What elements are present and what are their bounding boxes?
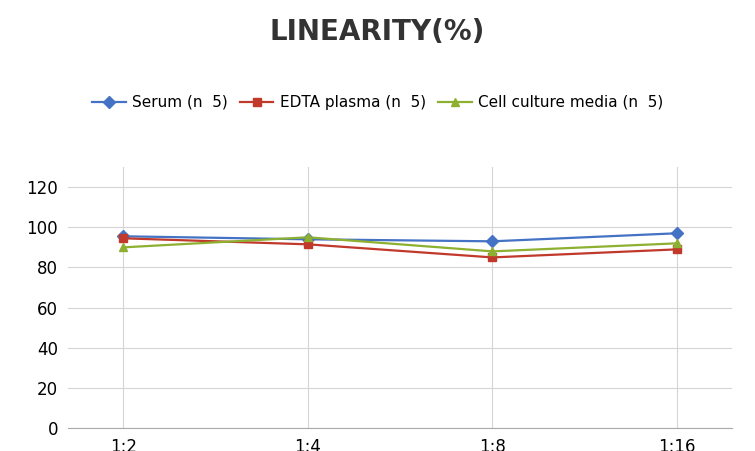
Serum (n 5) [304, 237, 313, 242]
EDTA plasma (n 5) [488, 255, 497, 260]
EDTA plasma (n 5) [673, 247, 682, 252]
Serum (n 5) [673, 230, 682, 236]
Text: LINEARITY(%): LINEARITY(%) [270, 18, 485, 46]
Legend: Serum (n 5), EDTA plasma (n 5), Cell culture media (n 5): Serum (n 5), EDTA plasma (n 5), Cell cul… [86, 89, 669, 116]
Cell culture media (n 5) [488, 249, 497, 254]
Line: EDTA plasma (n 5): EDTA plasma (n 5) [119, 234, 681, 262]
EDTA plasma (n 5) [119, 235, 128, 241]
Serum (n 5) [488, 239, 497, 244]
Serum (n 5) [119, 234, 128, 239]
EDTA plasma (n 5) [304, 242, 313, 247]
Line: Serum (n 5): Serum (n 5) [119, 229, 681, 245]
Cell culture media (n 5) [119, 244, 128, 250]
Cell culture media (n 5) [673, 241, 682, 246]
Line: Cell culture media (n 5): Cell culture media (n 5) [119, 233, 681, 256]
Cell culture media (n 5) [304, 235, 313, 240]
